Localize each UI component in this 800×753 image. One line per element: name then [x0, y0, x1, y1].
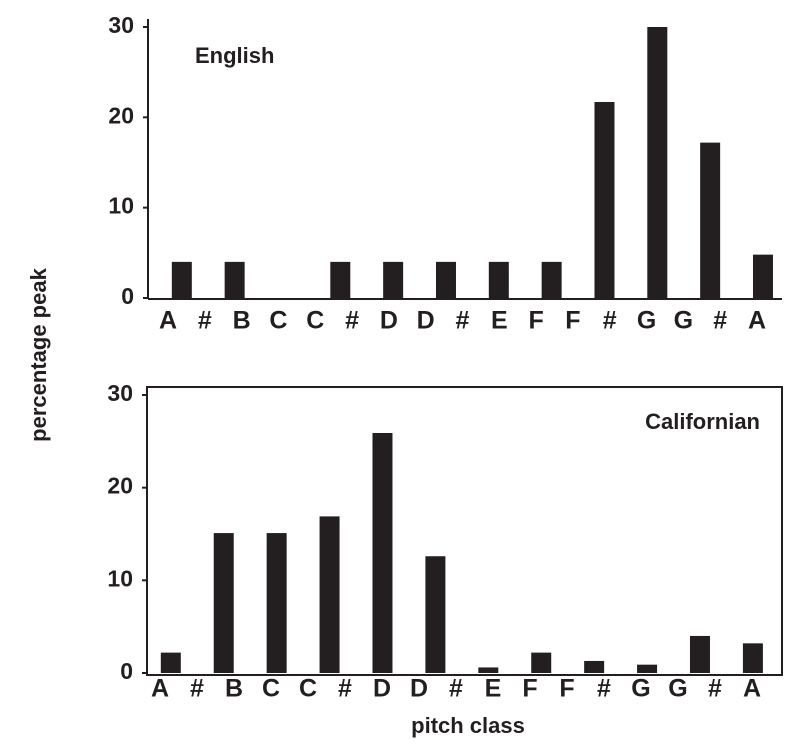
x-tick-label: # [190, 675, 204, 703]
x-tick-label: C [269, 307, 287, 335]
bar [752, 254, 773, 298]
y-tick-label: 20 [107, 473, 133, 499]
x-tick-label: D [380, 307, 398, 335]
bar [584, 660, 605, 673]
x-tick-label: D [373, 675, 391, 703]
x-tick-label: G [637, 307, 656, 335]
x-tick-label: A [151, 675, 169, 703]
x-tick-label: D [417, 307, 435, 335]
bar [647, 27, 668, 298]
bar [372, 432, 393, 673]
x-tick-label: A [748, 307, 766, 335]
x-tick-label: E [485, 675, 502, 703]
y-tick-label: 0 [120, 658, 133, 684]
x-tick-label: # [449, 675, 463, 703]
y-tick-label: 10 [108, 193, 134, 219]
x-tick-label: B [233, 307, 251, 335]
y-tick-label: 20 [108, 102, 134, 128]
x-tick-label: D [410, 675, 428, 703]
y-tick-label: 10 [107, 565, 133, 591]
x-tick-label: B [225, 675, 243, 703]
bar [319, 516, 340, 673]
bar [171, 261, 192, 298]
x-tick-label: C [306, 307, 324, 335]
x-tick-label: # [198, 307, 212, 335]
x-axis-label: pitch class [411, 713, 525, 738]
bar [637, 664, 658, 673]
x-tick-label: C [262, 675, 280, 703]
bar [160, 652, 181, 673]
bar [435, 261, 456, 298]
bar [330, 261, 351, 298]
x-tick-label: G [631, 675, 650, 703]
bar [689, 635, 710, 673]
x-tick-label: A [743, 675, 761, 703]
x-tick-label: F [565, 307, 580, 335]
bar [742, 643, 763, 673]
x-tick-label: # [345, 307, 359, 335]
bar [383, 261, 404, 298]
x-tick-label: # [456, 307, 470, 335]
y-tick-label: 30 [108, 12, 134, 38]
bar [213, 533, 234, 673]
bar [224, 261, 245, 298]
x-tick-label: # [338, 675, 352, 703]
x-tick-label: A [159, 307, 177, 335]
x-tick-label: F [559, 675, 574, 703]
x-tick-label: G [668, 675, 687, 703]
annotation: English [195, 43, 274, 68]
x-tick-label: C [299, 675, 317, 703]
x-tick-label: E [491, 307, 508, 335]
bar [594, 101, 615, 298]
x-tick-label: F [522, 675, 537, 703]
x-tick-label: # [708, 675, 722, 703]
x-tick-label: # [713, 307, 727, 335]
bar [531, 652, 552, 673]
x-tick-label: G [674, 307, 693, 335]
bar [425, 556, 446, 673]
annotation: Californian [645, 409, 760, 434]
x-tick-label: # [597, 675, 611, 703]
plot-frame [146, 386, 783, 676]
x-tick-label: # [603, 307, 617, 335]
y-tick-label: 0 [121, 283, 134, 309]
bar [541, 261, 562, 298]
bar [478, 667, 499, 673]
bar [488, 261, 509, 298]
bar [266, 533, 287, 673]
x-tick-label: F [528, 307, 543, 335]
y-axis-label: percentage peak [26, 267, 51, 441]
y-tick-label: 30 [107, 380, 133, 406]
bar [700, 142, 721, 298]
